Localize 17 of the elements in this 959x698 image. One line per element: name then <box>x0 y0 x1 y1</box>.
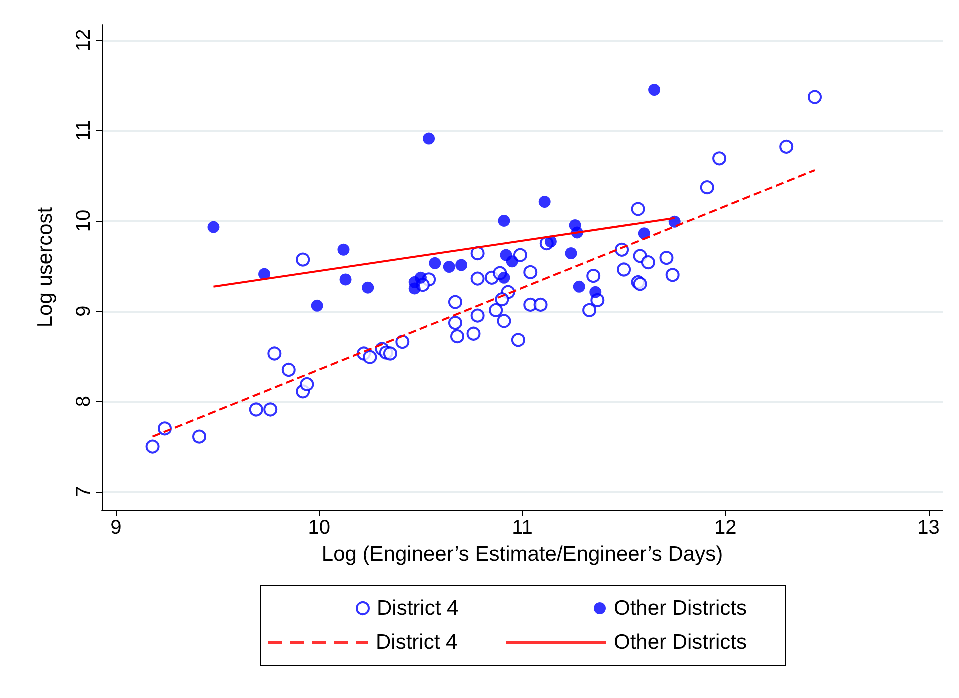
legend-label: District 4 <box>376 631 458 654</box>
y-axis-title: Log usercost <box>34 207 57 328</box>
x-tick-label: 12 <box>714 517 737 539</box>
x-tick-label: 10 <box>308 517 330 539</box>
x-tick-label: 9 <box>110 517 122 539</box>
legend-label: Other Districts <box>614 597 748 620</box>
y-tick-label: 12 <box>73 29 95 52</box>
x-tick-label: 11 <box>512 517 533 539</box>
x-tick-label: 13 <box>918 517 940 539</box>
legend-label: District 4 <box>377 597 459 620</box>
y-tick-label: 10 <box>73 210 95 232</box>
legend-label: Other Districts <box>614 631 748 654</box>
y-tick-label: 11 <box>73 120 95 142</box>
y-tick-label: 9 <box>73 306 95 317</box>
y-tick-label: 8 <box>73 396 95 408</box>
x-axis-title: Log (Engineer’s Estimate/Engineer’s Days) <box>322 543 724 566</box>
y-tick-label: 7 <box>73 486 95 498</box>
